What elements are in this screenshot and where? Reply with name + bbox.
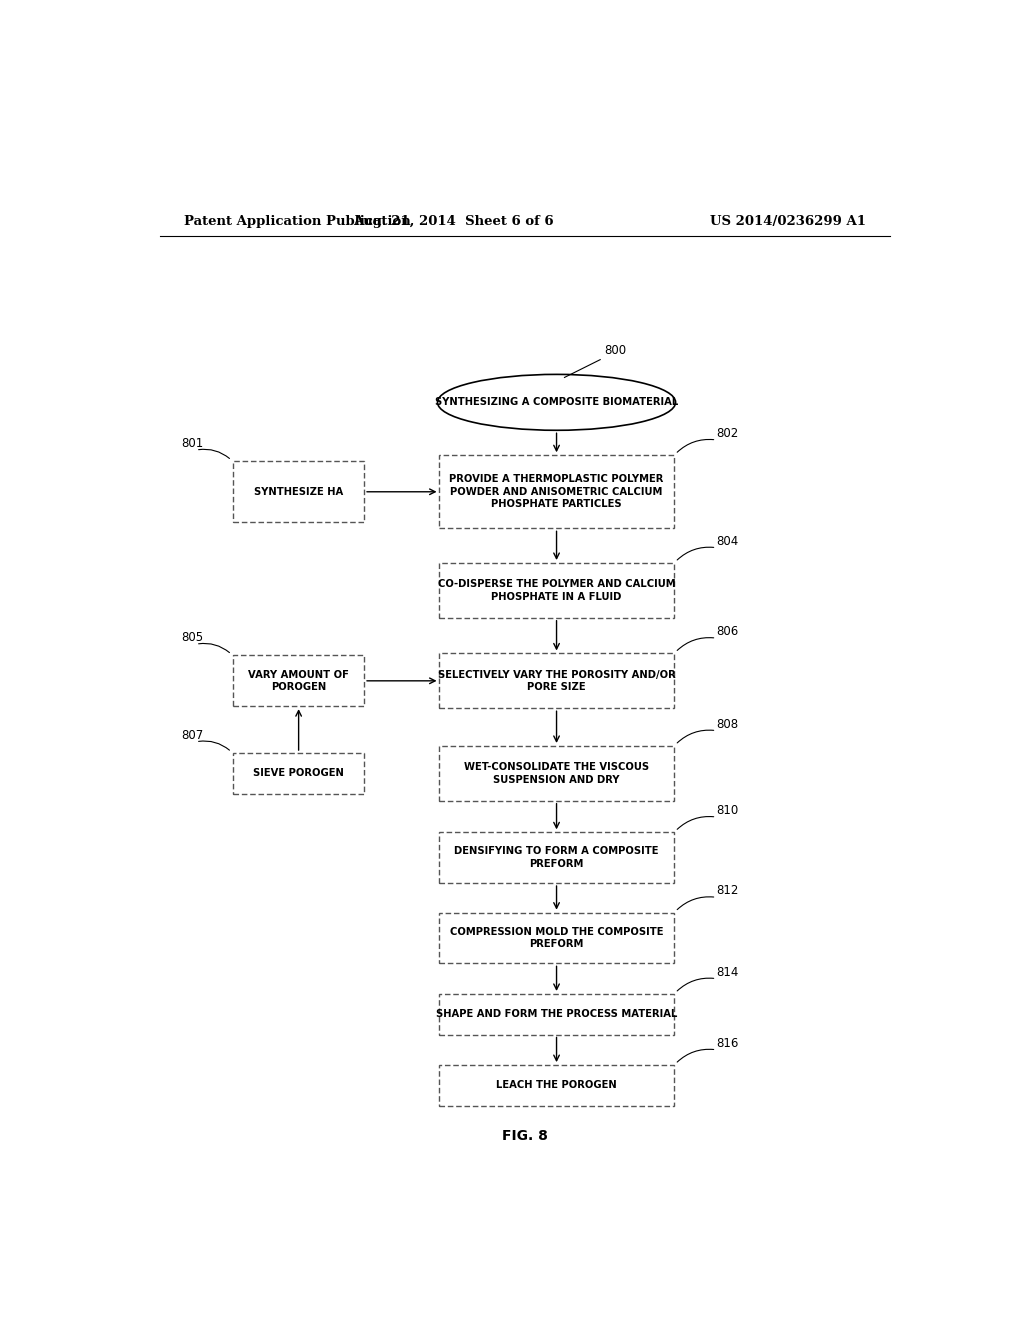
Bar [439, 994, 674, 1035]
Bar [439, 1065, 674, 1106]
Text: 802: 802 [717, 426, 738, 440]
Text: SHAPE AND FORM THE PROCESS MATERIAL: SHAPE AND FORM THE PROCESS MATERIAL [436, 1010, 677, 1019]
Bar [233, 752, 365, 793]
Text: 805: 805 [181, 631, 204, 644]
Text: LEACH THE POROGEN: LEACH THE POROGEN [497, 1080, 616, 1090]
Text: SIEVE POROGEN: SIEVE POROGEN [253, 768, 344, 779]
Text: VARY AMOUNT OF
POROGEN: VARY AMOUNT OF POROGEN [248, 669, 349, 692]
Bar [233, 656, 365, 706]
Text: 810: 810 [717, 804, 738, 817]
Bar [233, 461, 365, 523]
Bar [439, 562, 674, 618]
Text: COMPRESSION MOLD THE COMPOSITE
PREFORM: COMPRESSION MOLD THE COMPOSITE PREFORM [450, 927, 664, 949]
Ellipse shape [437, 375, 676, 430]
Text: SELECTIVELY VARY THE POROSITY AND/OR
PORE SIZE: SELECTIVELY VARY THE POROSITY AND/OR POR… [437, 669, 676, 692]
Text: 814: 814 [717, 966, 739, 978]
Text: Aug. 21, 2014  Sheet 6 of 6: Aug. 21, 2014 Sheet 6 of 6 [353, 215, 554, 228]
Text: 807: 807 [181, 729, 204, 742]
Text: WET-CONSOLIDATE THE VISCOUS
SUSPENSION AND DRY: WET-CONSOLIDATE THE VISCOUS SUSPENSION A… [464, 762, 649, 784]
Text: Patent Application Publication: Patent Application Publication [183, 215, 411, 228]
Text: SYNTHESIZE HA: SYNTHESIZE HA [254, 487, 343, 496]
Text: 800: 800 [604, 343, 627, 356]
Text: US 2014/0236299 A1: US 2014/0236299 A1 [710, 215, 866, 228]
Bar [439, 455, 674, 528]
Bar [439, 833, 674, 883]
Text: CO-DISPERSE THE POLYMER AND CALCIUM
PHOSPHATE IN A FLUID: CO-DISPERSE THE POLYMER AND CALCIUM PHOS… [437, 579, 676, 602]
Text: 806: 806 [717, 626, 738, 638]
Text: 816: 816 [717, 1036, 739, 1049]
Text: 808: 808 [717, 718, 738, 731]
Text: DENSIFYING TO FORM A COMPOSITE
PREFORM: DENSIFYING TO FORM A COMPOSITE PREFORM [455, 846, 658, 869]
Bar [439, 653, 674, 709]
Text: FIG. 8: FIG. 8 [502, 1129, 548, 1143]
Text: 801: 801 [181, 437, 204, 450]
Bar [439, 912, 674, 964]
Text: PROVIDE A THERMOPLASTIC POLYMER
POWDER AND ANISOMETRIC CALCIUM
PHOSPHATE PARTICL: PROVIDE A THERMOPLASTIC POLYMER POWDER A… [450, 474, 664, 510]
Text: SYNTHESIZING A COMPOSITE BIOMATERIAL: SYNTHESIZING A COMPOSITE BIOMATERIAL [435, 397, 678, 408]
Text: 812: 812 [717, 884, 739, 898]
Bar [439, 746, 674, 801]
Text: 804: 804 [717, 535, 738, 548]
